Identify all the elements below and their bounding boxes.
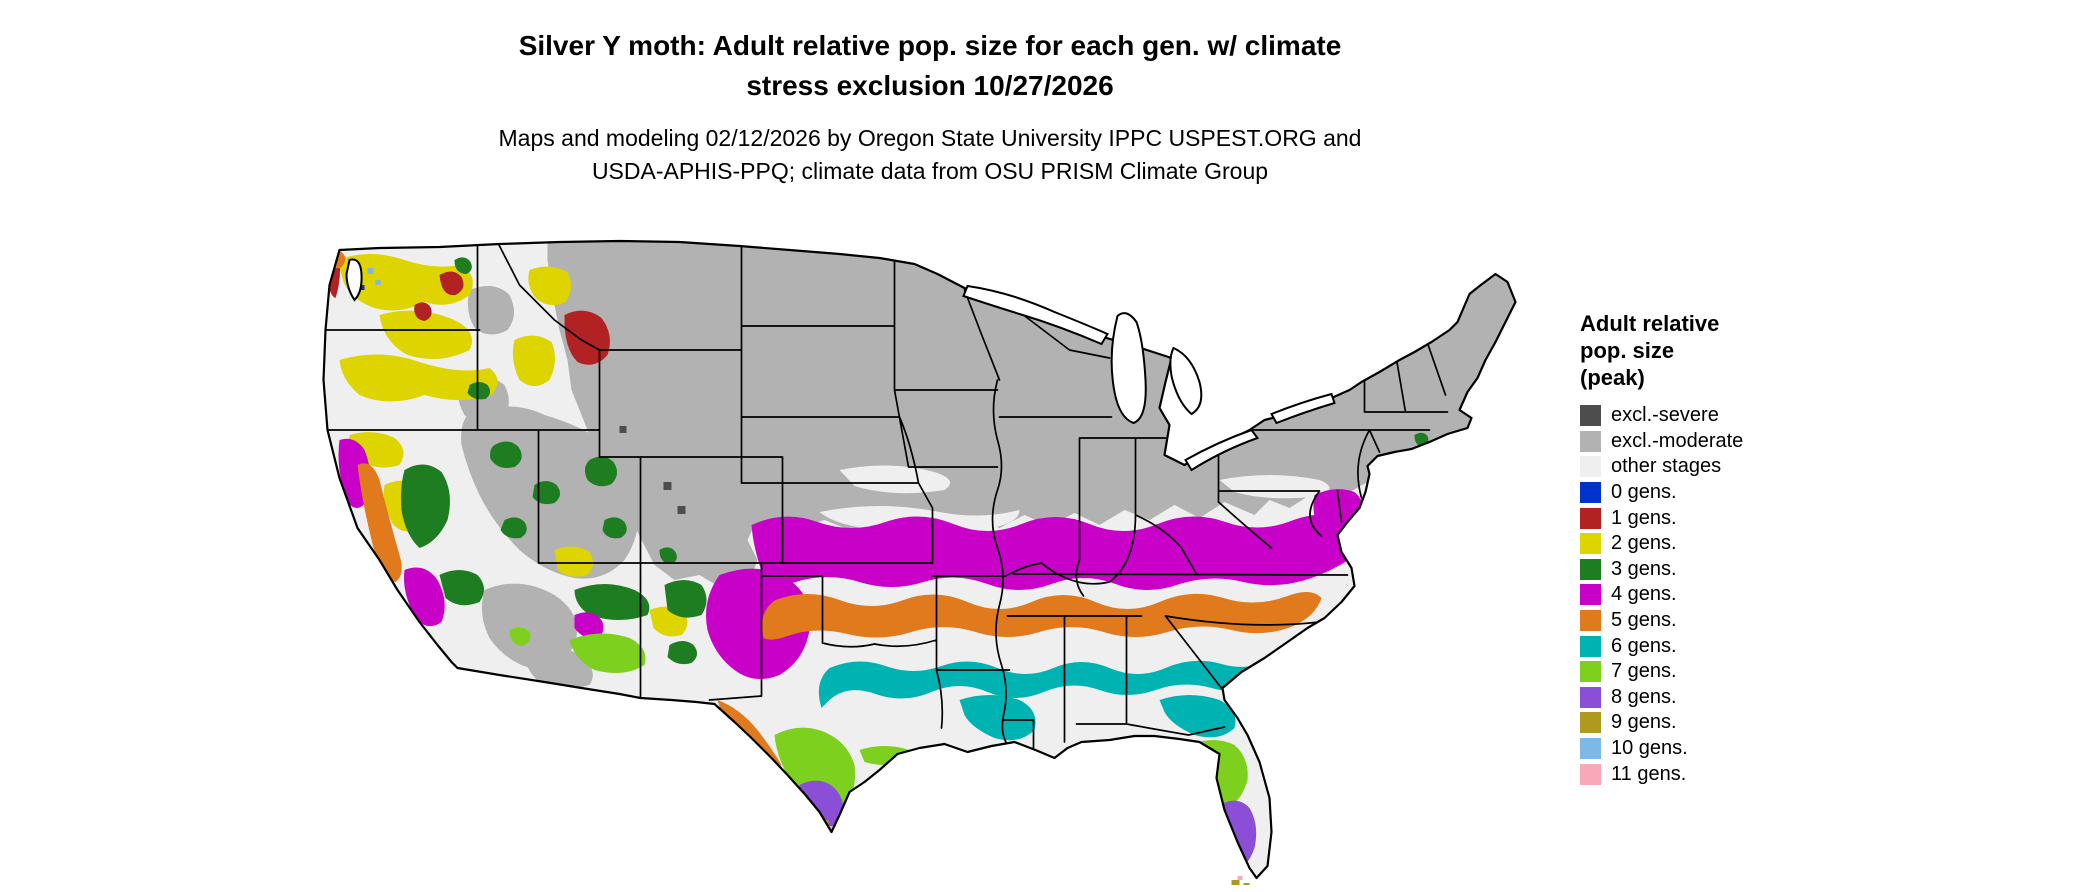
lake-erie [1184,428,1260,472]
legend-label: 1 gens. [1611,506,1677,529]
us-outline [322,239,1517,880]
legend-label: other stages [1611,455,1722,478]
legend-swatch [1580,686,1601,708]
page-subtitle-line1: Maps and modeling 02/12/2026 by Oregon S… [498,125,1362,151]
legend-row: 11 gens. [1580,761,1880,787]
legend-label: 3 gens. [1611,557,1677,580]
legend-row: other stages [1580,454,1880,480]
legend-label: excl.-severe [1611,404,1719,427]
page-subtitle: Maps and modeling 02/12/2026 by Oregon S… [0,122,1860,188]
map-region-10-gens [367,268,381,285]
page-subtitle-line2: USDA-APHIS-PPQ; climate data from OSU PR… [591,158,1269,184]
great-lakes [345,258,1336,472]
legend-swatch [1580,456,1601,478]
legend-row: 2 gens. [1580,531,1880,557]
legend-label: 9 gens. [1611,711,1677,734]
legend-swatch [1580,661,1601,683]
legend-label: excl.-moderate [1611,429,1744,452]
legend-swatch [1580,635,1601,657]
legend: Adult relative pop. size (peak) excl.-se… [1580,310,1880,787]
legend-items: excl.-severe excl.-moderate other stages… [1580,403,1880,787]
legend-label: 4 gens. [1611,583,1677,606]
legend-swatch [1580,763,1601,785]
legend-label: 5 gens. [1611,609,1677,632]
map-container [319,230,1520,885]
legend-swatch [1580,405,1601,427]
legend-row: 5 gens. [1580,608,1880,634]
legend-row: 0 gens. [1580,480,1880,506]
legend-label: 7 gens. [1611,660,1677,683]
legend-row: 7 gens. [1580,659,1880,685]
legend-row: 8 gens. [1580,685,1880,711]
florida-keys-region [1231,876,1250,885]
legend-swatch [1580,584,1601,606]
lake-superior [962,284,1109,346]
legend-row: 9 gens. [1580,710,1880,736]
legend-label: 8 gens. [1611,685,1677,708]
legend-swatch [1580,482,1601,504]
map-region-8-gens [799,780,1257,870]
legend-swatch [1580,558,1601,580]
legend-label: 10 gens. [1611,737,1688,760]
page-title: Silver Y moth: Adult relative pop. size … [0,26,1860,106]
legend-row: excl.-moderate [1580,429,1880,455]
map-region-6-gens [349,283,1298,741]
lake-michigan [1110,312,1147,425]
page-title-line2: stress exclusion 10/27/2026 [746,70,1114,101]
legend-row: 1 gens. [1580,505,1880,531]
legend-swatch [1580,507,1601,529]
legend-row: excl.-severe [1580,403,1880,429]
legend-label: 2 gens. [1611,532,1677,555]
state-borders [324,243,1449,749]
map-region-excl-severe [619,426,686,514]
page-title-line1: Silver Y moth: Adult relative pop. size … [518,30,1342,61]
legend-title-line2: pop. size [1580,338,1675,363]
legend-row: 6 gens. [1580,633,1880,659]
map-region-3-gens [400,257,1429,665]
legend-swatch [1580,738,1601,760]
legend-swatch [1580,610,1601,632]
legend-title: Adult relative pop. size (peak) [1580,310,1880,391]
legend-swatch [1580,712,1601,734]
legend-label: 6 gens. [1611,634,1677,657]
legend-label: 0 gens. [1611,481,1677,504]
lake-ontario [1270,392,1336,425]
legend-title-line3: (peak) [1580,365,1645,390]
legend-row: 3 gens. [1580,557,1880,583]
legend-swatch [1580,430,1601,452]
puget-sound [345,258,363,302]
legend-title-line1: Adult relative [1580,311,1720,336]
legend-row: 4 gens. [1580,582,1880,608]
lake-huron [1169,346,1203,416]
legend-row: 10 gens. [1580,736,1880,762]
us-map [322,239,1517,885]
legend-label: 11 gens. [1611,762,1687,785]
legend-swatch [1580,533,1601,555]
